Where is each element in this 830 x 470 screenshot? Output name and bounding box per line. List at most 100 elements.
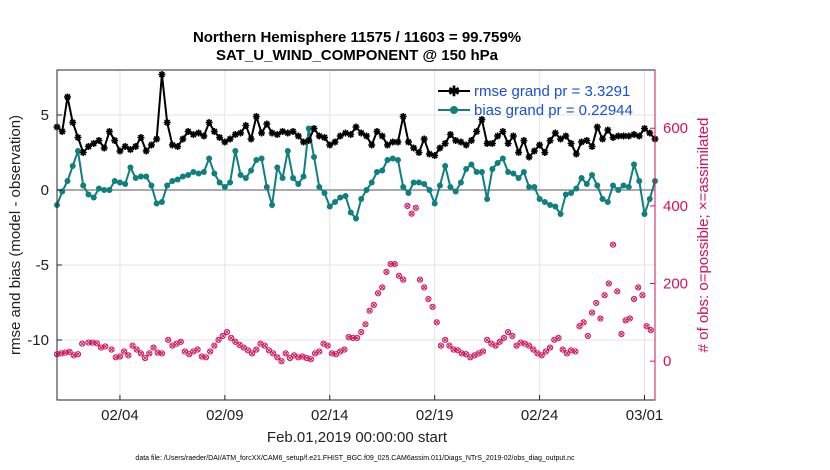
rmse-point [383,141,391,149]
bias-point [484,196,491,202]
rmse-point [163,119,171,126]
bias-point [415,179,422,186]
obs-assimilated-point [67,349,72,355]
rmse-point [441,140,449,147]
obs-count-points [53,202,654,365]
bias-point [468,161,475,168]
rmse-series [53,71,659,161]
rmse-point [279,128,287,135]
obs-assimilated-point [287,355,293,361]
rmse-point [184,128,192,135]
rmse-point [478,116,486,123]
obs-assimilated-point [564,351,570,356]
obs-possible-point [74,351,82,358]
obs-assimilated-point [102,344,108,349]
rmse-point [263,120,271,128]
obs-possible-point [265,347,273,354]
rmse-point [467,137,475,144]
obs-assimilated-point [413,205,419,211]
obs-possible-point [108,346,115,353]
rmse-point [242,122,250,129]
obs-possible-point [635,284,642,291]
bias-point [557,211,564,217]
rmse-point [588,143,596,150]
obs-possible-point [492,342,499,349]
bias-point [499,155,506,162]
bias-point [631,161,638,168]
x-tick-label: 02/09 [206,407,244,424]
obs-possible-point [112,354,119,361]
bias-point [316,184,323,190]
bias-point [337,194,344,201]
obs-possible-point [181,348,189,355]
obs-assimilated-point [333,351,339,357]
obs-possible-point [379,284,386,291]
rmse-point [74,134,82,141]
obs-possible-point [387,261,394,268]
obs-assimilated-point [270,351,276,356]
obs-possible-point [437,342,445,349]
obs-possible-point [513,342,520,349]
obs-assimilated-point [224,329,230,335]
obs-assimilated-point [501,335,507,341]
obs-assimilated-point [146,351,152,356]
bias-point [69,163,76,169]
rmse-point [231,131,239,138]
bias-point [284,148,291,154]
obs-possible-point [215,336,222,343]
obs-possible-point [370,301,377,308]
bias-point [164,182,171,189]
obs-possible-point [412,204,419,211]
right-tick-label: 0 [663,353,671,370]
obs-possible-point [580,319,587,326]
obs-possible-point [555,334,562,341]
obs-possible-point [400,276,407,283]
rmse-point [268,129,276,137]
obs-assimilated-point [350,335,356,341]
obs-assimilated-point [635,285,641,290]
rmse-point [95,137,103,144]
obs-possible-point [362,321,369,328]
obs-assimilated-point [463,351,469,357]
rmse-point [153,135,161,143]
obs-assimilated-point [182,349,188,354]
bias-point [200,169,207,175]
obs-assimilated-point [130,343,135,349]
right-axis-ticks: 0 200 400 600 [650,70,688,400]
obs-assimilated-point [409,211,414,217]
obs-assimilated-point [560,347,566,352]
rmse-point [593,123,601,131]
right-tick-label: 600 [663,120,688,137]
obs-assimilated-point [358,329,364,335]
bias-point [641,211,648,217]
bias-point [305,125,312,132]
obs-possible-point [125,352,132,359]
bias-point [589,172,596,178]
obs-possible-point [349,334,356,341]
obs-assimilated-point [543,349,549,354]
obs-possible-point [93,340,100,347]
obs-assimilated-point [581,319,587,325]
rmse-point [378,132,386,140]
x-tick-label: 02/19 [416,407,454,424]
x-tick-label: 02/14 [311,407,349,424]
obs-possible-point [295,354,302,361]
obs-possible-point [211,342,218,349]
chart-subtitle: SAT_U_WIND_COMPONENT @ 150 hPa [216,47,499,64]
rmse-point [116,147,124,155]
obs-possible-point [496,338,503,345]
rmse-point [525,153,533,161]
rmse-point [394,138,402,146]
obs-assimilated-point [159,351,165,356]
rmse-point [368,141,376,149]
chart-title: Northern Hemisphere 11575 / 11603 = 99.7… [193,29,521,46]
obs-assimilated-point [480,349,486,354]
bias-point [232,148,239,154]
y-axis-ticks: -10 -5 0 5 [27,107,62,349]
rmse-point [58,128,66,135]
bias-point [169,178,176,184]
obs-assimilated-point [325,343,331,349]
rmse-point [273,131,281,138]
rmse-point [100,144,108,152]
obs-assimilated-point [86,340,91,345]
